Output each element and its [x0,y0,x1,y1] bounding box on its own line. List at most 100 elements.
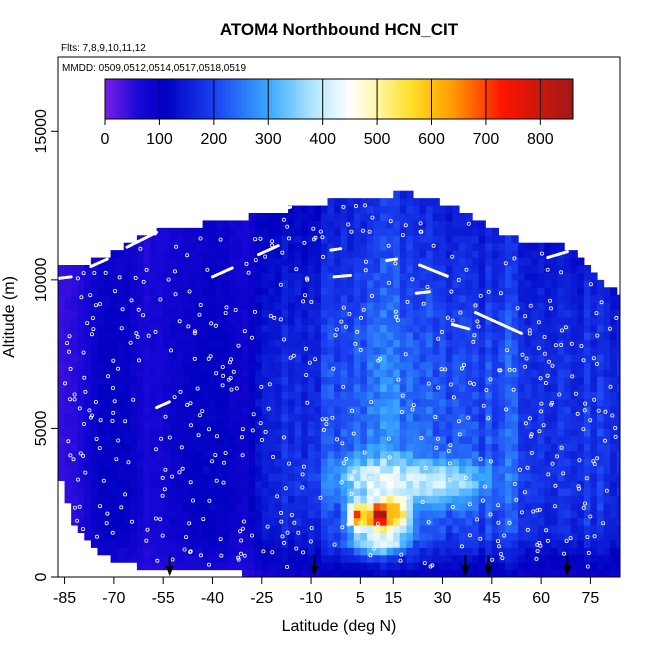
heatmap-cell [537,450,546,459]
heatmap-cell [288,331,296,340]
heatmap-cell [202,525,210,534]
heatmap-cell [242,510,250,519]
heatmap-cell [143,294,151,303]
heatmap-cell [294,227,302,236]
heatmap-cell [248,346,256,355]
sample-point [85,321,90,326]
colorbar-segment [428,79,434,119]
heatmap-cell [242,302,250,311]
heatmap-cell [261,265,269,274]
heatmap-cell [485,450,493,459]
heatmap-cell [130,361,138,370]
sample-point [279,510,284,515]
heatmap-cell [544,517,552,526]
heatmap-cell [583,428,592,437]
heatmap-cell [130,435,138,444]
heatmap-cell [334,369,342,378]
heatmap-cell [590,354,598,363]
heatmap-cell [445,361,453,370]
heatmap-cell [64,376,72,385]
heatmap-cell [143,413,151,422]
heatmap-cell [268,376,276,385]
colorbar-segment [534,79,539,119]
heatmap-cell [274,532,283,541]
heatmap-cell [288,517,296,526]
heatmap-cell [504,487,513,496]
heatmap-cell [478,361,486,370]
heatmap-cell [215,376,223,385]
heatmap-cell [123,502,131,511]
heatmap-cell [104,443,112,452]
heatmap-cell [426,525,434,534]
heatmap-cell [255,480,263,489]
heatmap-cell [380,458,388,467]
heatmap-cell [294,413,302,422]
heatmap-cell [320,287,329,296]
heatmap-cell [412,235,421,244]
heatmap-cell [399,525,407,534]
heatmap-cell [97,302,105,311]
heatmap-cell [123,428,131,437]
heatmap-cell [117,480,125,489]
heatmap-cell [452,376,460,385]
heatmap-cell [596,465,605,474]
heatmap-cell [412,227,421,236]
heatmap-cell [478,257,486,266]
heatmap-cell [255,458,263,467]
heatmap-cell [570,487,578,496]
heatmap-cell [406,287,414,296]
heatmap-cell [222,250,230,259]
heatmap-cell [320,294,329,303]
colorbar-segment [233,79,239,119]
sample-point [502,533,507,538]
heatmap-cell [564,435,572,444]
heatmap-cell [58,413,66,422]
heatmap-cell [458,339,467,348]
heatmap-cell [485,525,493,534]
heatmap-cell [406,309,414,318]
heatmap-cell [294,569,302,577]
heatmap-cell [90,480,99,489]
heatmap-cell [209,235,217,244]
heatmap-cell [485,324,493,333]
heatmap-cell [274,287,283,296]
heatmap-cell [176,242,184,251]
heatmap-cell [320,517,329,526]
heatmap-cell [97,354,105,363]
sample-point [459,366,464,371]
heatmap-cell [327,510,335,519]
heatmap-cell [393,450,401,459]
colorbar-segment [167,79,172,119]
heatmap-cell [570,502,578,511]
heatmap-cell [242,294,250,303]
heatmap-cell [104,279,112,288]
heatmap-cell [123,294,131,303]
heatmap-cell [327,532,335,541]
heatmap-cell [393,480,401,489]
heatmap-cell [518,391,526,400]
heatmap-cell [156,309,164,318]
heatmap-cell [143,250,151,259]
heatmap-cell [386,331,394,340]
heatmap-cell [163,339,171,348]
heatmap-cell [150,539,158,548]
heatmap-cell [353,376,361,385]
heatmap-cell [570,339,578,348]
heatmap-cell [570,465,578,474]
heatmap-cell [110,473,118,482]
heatmap-cell [596,502,605,511]
heatmap-cell [610,554,618,563]
heatmap-cell [268,473,276,482]
sample-point [213,323,218,328]
heatmap-cell [58,331,66,340]
heatmap-cell [399,562,407,571]
heatmap-cell [531,302,539,311]
sample-point [564,539,569,544]
heatmap-cell [189,272,197,281]
heatmap-cell [498,480,506,489]
heatmap-cell [104,317,112,326]
heatmap-cell [537,272,546,281]
heatmap-cell [445,294,453,303]
sample-point [481,403,486,408]
heatmap-cell [458,480,467,489]
